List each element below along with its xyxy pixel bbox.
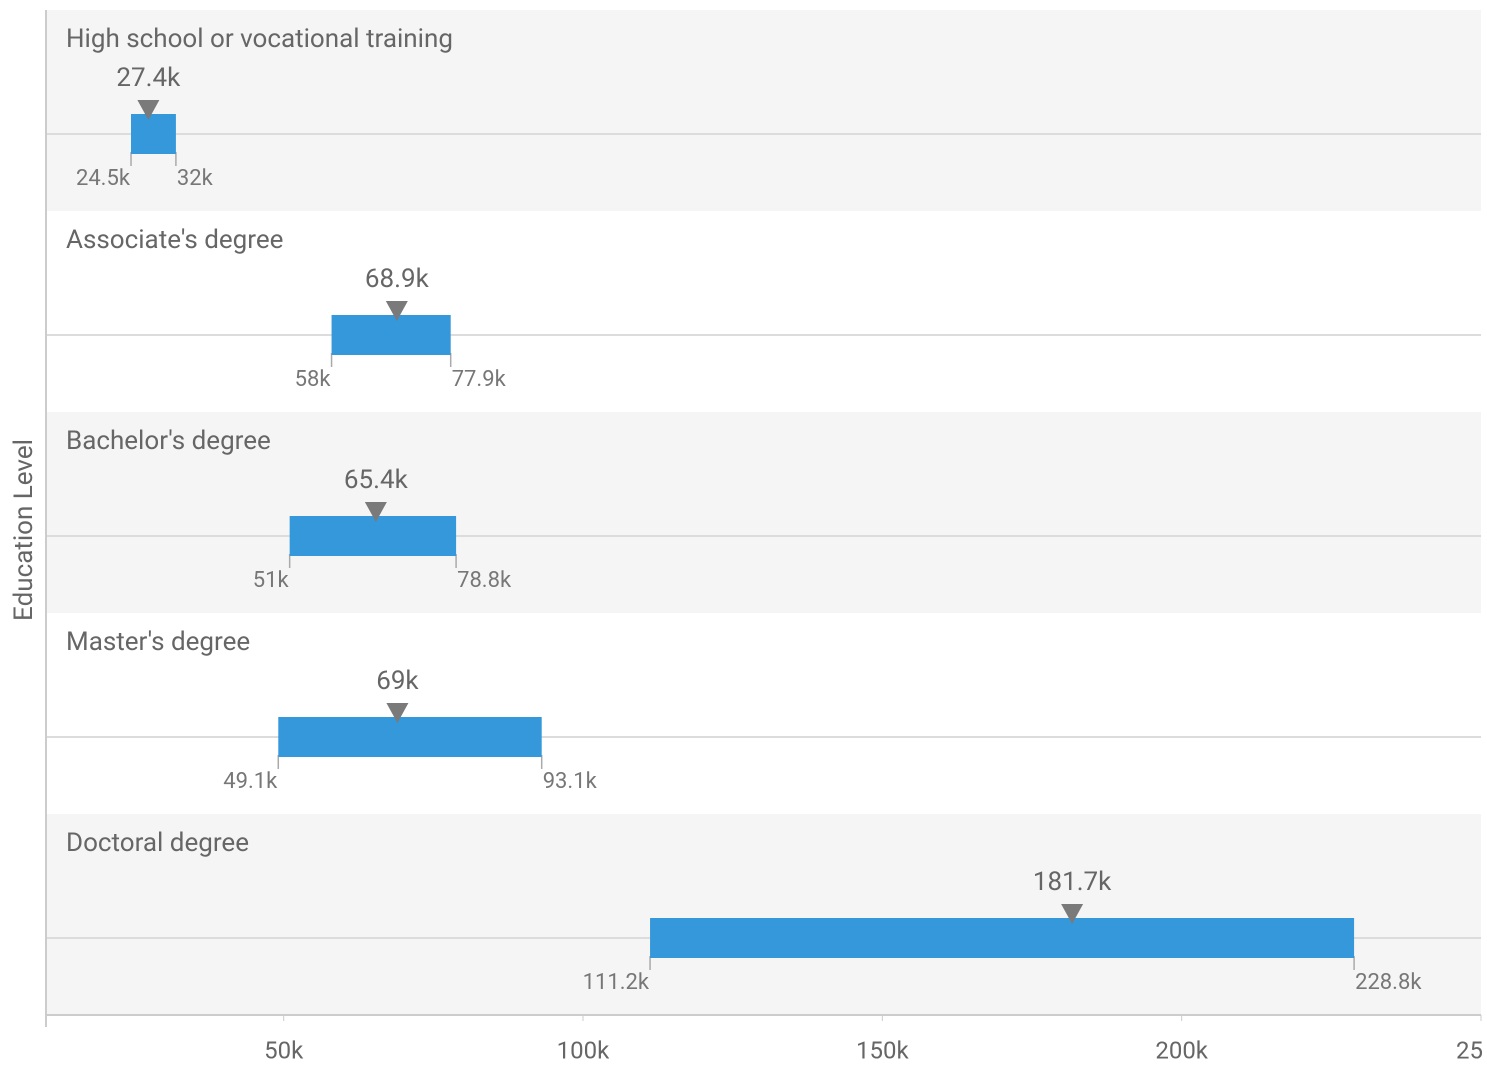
range-bar	[131, 114, 176, 154]
x-tick-label: 25	[1456, 1036, 1483, 1064]
y-axis-label: Education Level	[9, 439, 39, 621]
high-label: 77.9k	[452, 367, 507, 392]
row-band	[46, 412, 1481, 613]
range-bar	[278, 717, 542, 757]
low-label: 111.2k	[583, 970, 650, 995]
range-bar	[331, 315, 451, 355]
x-tick-label: 50k	[264, 1036, 304, 1064]
high-label: 228.8k	[1355, 970, 1422, 995]
high-label: 78.8k	[457, 568, 512, 593]
value-label: 65.4k	[344, 465, 409, 495]
x-tick-label: 100k	[557, 1036, 610, 1064]
range-bar	[289, 516, 457, 556]
low-label: 24.5k	[76, 166, 131, 191]
low-label: 51k	[253, 568, 290, 593]
marker	[137, 100, 160, 120]
category-label: Master's degree	[66, 627, 250, 657]
marker	[385, 301, 408, 321]
low-label: 58k	[295, 367, 332, 392]
marker	[1061, 904, 1084, 924]
row-band	[46, 211, 1481, 412]
x-tick-label: 200k	[1155, 1036, 1208, 1064]
value-label: 27.4k	[116, 63, 181, 93]
value-label: 181.7k	[1033, 867, 1112, 897]
row-band	[46, 613, 1481, 814]
category-label: Associate's degree	[66, 225, 283, 255]
row-band	[46, 814, 1481, 1015]
row-band	[46, 10, 1481, 211]
low-label: 49.1k	[223, 769, 278, 794]
category-label: Doctoral degree	[66, 828, 249, 858]
backgrounds	[46, 10, 1481, 1015]
value-label: 69k	[376, 666, 419, 696]
marker	[364, 502, 387, 522]
high-label: 93.1k	[543, 769, 598, 794]
high-label: 32k	[177, 166, 214, 191]
x-tick-label: 150k	[856, 1036, 909, 1064]
category-label: High school or vocational training	[66, 24, 453, 54]
category-label: Bachelor's degree	[66, 426, 271, 456]
value-label: 68.9k	[365, 264, 430, 294]
range-bar	[650, 918, 1355, 958]
marker	[386, 703, 409, 723]
